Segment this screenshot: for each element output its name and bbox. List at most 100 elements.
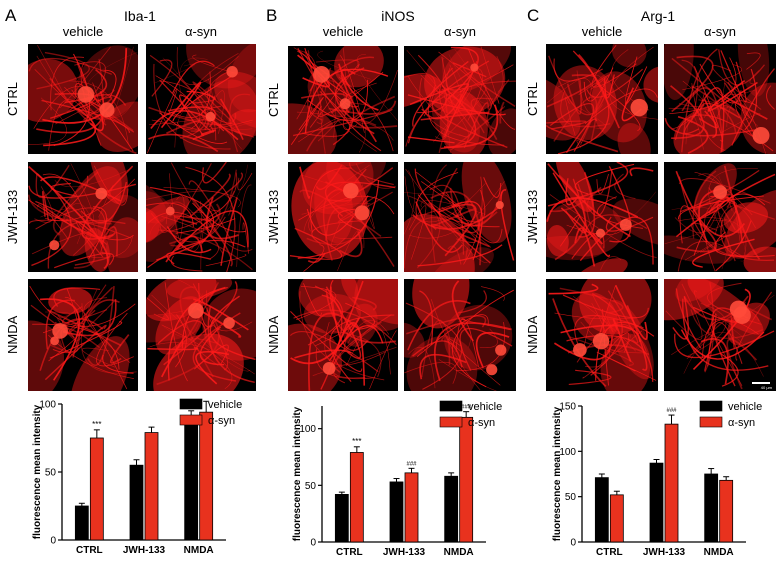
legend-label: α-syn	[208, 415, 235, 427]
scale-bar	[752, 382, 770, 384]
bar-asyn-ctrl	[349, 452, 364, 543]
bar-vehicle-ctrl	[594, 477, 609, 543]
panel-b-row-nmda: NMDA	[266, 315, 281, 355]
panel-c-letter: C	[527, 6, 540, 25]
bar-asyn-nmda	[459, 416, 474, 543]
x-tick-label: JWH-133	[123, 545, 166, 556]
legend-label: vehicle	[208, 399, 242, 411]
legend-swatch	[699, 416, 723, 428]
significance-label: ***	[352, 437, 361, 446]
y-tick-label: 0	[570, 538, 576, 549]
micrograph-c-jwh-vehicle	[546, 162, 658, 272]
y-tick-label: 100	[299, 424, 316, 435]
fluorescence-texture	[664, 44, 776, 154]
micrograph-a-jwh-vehicle	[28, 162, 138, 272]
bar-vehicle-jwh-133	[129, 464, 144, 541]
micrograph-c-nmda-vehicle	[546, 279, 658, 391]
fluorescence-texture	[546, 44, 658, 154]
panel-a-row-nmda: NMDA	[5, 315, 20, 355]
legend-label: α-syn	[728, 417, 755, 429]
bar-vehicle-ctrl	[74, 505, 89, 541]
fluorescence-texture	[28, 284, 137, 391]
fluorescence-texture	[404, 46, 516, 154]
micrograph-a-ctrl-asyn	[146, 44, 256, 154]
bar-asyn-nmda	[719, 479, 734, 543]
scale-bar-label: 40 µm	[760, 385, 772, 390]
legend-swatch	[179, 398, 203, 410]
micrograph-b-ctrl-asyn	[404, 46, 516, 154]
micrograph-b-jwh-asyn	[404, 162, 516, 272]
micrograph-b-nmda-vehicle	[288, 279, 398, 391]
fluorescence-texture	[664, 163, 776, 272]
legend-swatch	[439, 400, 463, 412]
micrograph-a-jwh-asyn	[146, 162, 256, 272]
bar-asyn-ctrl	[89, 437, 104, 541]
y-tick-label: 50	[45, 468, 57, 479]
panel-c-col-vehicle: vehicle	[581, 24, 623, 39]
fluorescence-texture	[404, 279, 514, 391]
x-tick-label: CTRL	[596, 547, 623, 558]
significance-label: ***	[92, 420, 101, 429]
panel-b-col-asyn: α-syn	[443, 24, 477, 39]
fluorescence-texture	[546, 162, 658, 272]
y-tick-label: 100	[39, 400, 56, 411]
x-tick-label: CTRL	[336, 547, 363, 558]
panel-b-row-jwh: JWH-133	[266, 189, 281, 245]
bar-vehicle-ctrl	[334, 494, 349, 543]
fluorescence-texture	[146, 279, 256, 391]
bar-vehicle-nmda	[704, 473, 719, 543]
panel-c-row-ctrl: CTRL	[525, 82, 540, 116]
panel-a-letter: A	[5, 6, 17, 25]
panel-c-marker: Arg-1	[640, 8, 676, 24]
micrograph-c-nmda-asyn: 40 µm	[664, 279, 776, 391]
micrograph-a-nmda-vehicle	[28, 279, 138, 391]
panel-a-row-ctrl: CTRL	[5, 82, 20, 116]
bar-vehicle-jwh-133	[389, 481, 404, 543]
significance-label: ###	[666, 408, 677, 414]
micrograph-b-jwh-vehicle	[288, 162, 398, 272]
panel-a-col-vehicle: vehicle	[62, 24, 104, 39]
fluorescence-texture	[404, 162, 515, 272]
panel-b-col-vehicle: vehicle	[322, 24, 364, 39]
x-tick-label: NMDA	[704, 547, 734, 558]
fluorescence-texture	[288, 279, 398, 391]
y-axis-label: fluorescence mean intensity	[32, 404, 43, 539]
y-tick-label: 50	[305, 481, 317, 492]
fluorescence-texture	[28, 162, 138, 272]
fluorescence-texture	[146, 44, 256, 154]
fluorescence-texture	[28, 44, 138, 154]
x-tick-label: NMDA	[184, 545, 214, 556]
x-tick-label: CTRL	[76, 545, 103, 556]
bar-vehicle-nmda	[444, 475, 459, 543]
panel-a-row-jwh: JWH-133	[5, 189, 20, 245]
chart-c: fluorescence mean intensity 0 50 100 150 CTRL…	[552, 400, 762, 558]
bar-asyn-jwh-133	[664, 423, 679, 543]
bar-asyn-nmda	[199, 411, 214, 541]
fluorescence-texture	[146, 162, 253, 272]
panel-a-marker: Iba-1	[124, 8, 156, 24]
chart-a: fluorescence mean intensity 0 50 100 CTRL JWH…	[32, 398, 242, 556]
panel-c-row-jwh: JWH-133	[525, 189, 540, 245]
x-tick-label: JWH-133	[383, 547, 426, 558]
legend-label: α-syn	[468, 417, 495, 429]
y-axis-label: fluorescence mean intensity	[552, 406, 563, 541]
micrograph-c-ctrl-vehicle	[546, 44, 658, 154]
x-tick-label: NMDA	[444, 547, 474, 558]
micrograph-b-nmda-asyn	[404, 279, 516, 391]
bar-vehicle-nmda	[184, 417, 199, 541]
micrograph-b-ctrl-vehicle	[288, 46, 398, 154]
panel-a-col-asyn: α-syn	[184, 24, 218, 39]
fluorescence-texture	[548, 279, 657, 391]
micrograph-a-nmda-asyn	[146, 279, 256, 391]
chart-b: fluorescence mean intensity 0 50 100 CTRL JWH…	[292, 400, 502, 558]
panel-b-marker: iNOS	[381, 8, 415, 24]
y-tick-label: 100	[559, 447, 576, 458]
legend-swatch	[699, 400, 723, 412]
legend-swatch	[439, 416, 463, 428]
panel-c-row-nmda: NMDA	[525, 315, 540, 355]
legend-swatch	[179, 414, 203, 426]
bar-asyn-jwh-133	[404, 472, 419, 543]
micrograph-c-ctrl-asyn	[664, 44, 776, 154]
bar-asyn-jwh-133	[144, 432, 159, 541]
panel-c-col-asyn: α-syn	[703, 24, 737, 39]
